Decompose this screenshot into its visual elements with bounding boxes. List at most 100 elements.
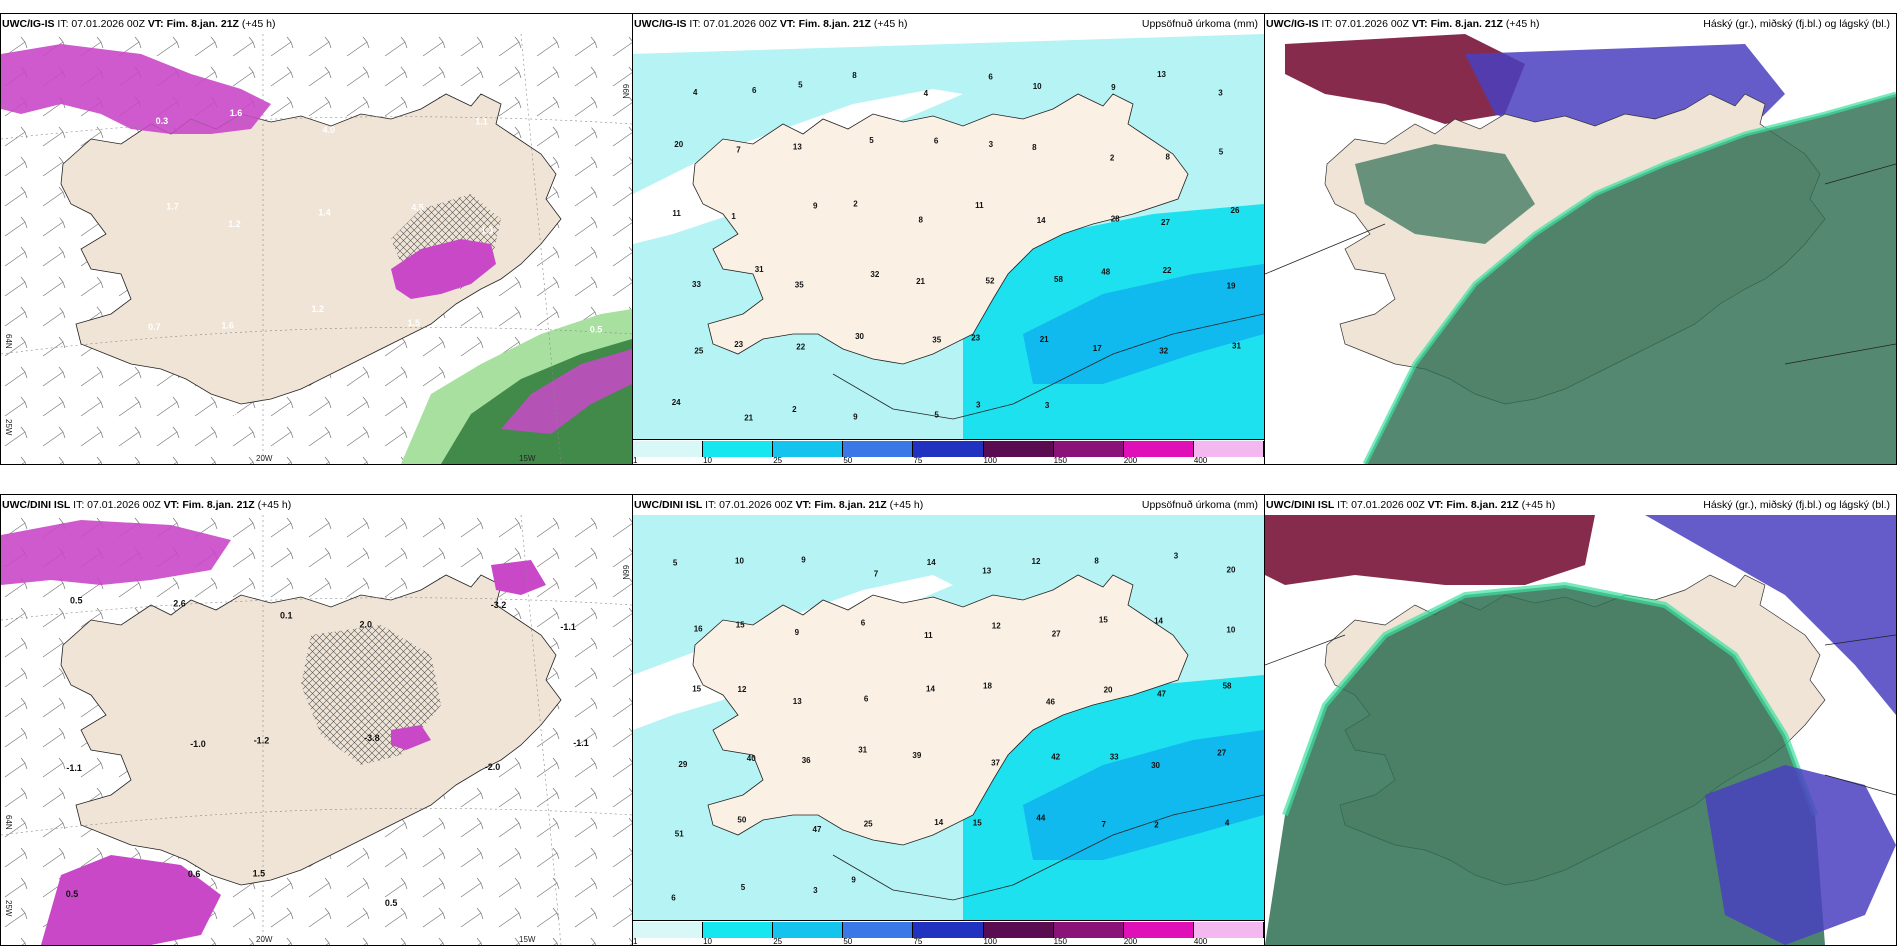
- map-value-label: 13: [1157, 70, 1166, 79]
- map-value-label: 58: [1054, 275, 1063, 284]
- lead-time: (+45 h): [1505, 18, 1540, 30]
- precip-heavy-field: [1023, 264, 1264, 384]
- map-value-label: -1.1: [560, 622, 576, 632]
- colorbar-tick: 50: [843, 937, 853, 946]
- init-time: IT: 07.01.2026 00Z: [689, 18, 777, 30]
- map-area[interactable]: 5 10 9 7 14 13 12 8 3 20 16 15 9 6 11 12 27 15 14 10 15 12 13 6…: [633, 515, 1264, 925]
- lead-time: (+45 h): [257, 499, 292, 511]
- map-area[interactable]: [1265, 34, 1896, 464]
- colorbar-swatch: [773, 922, 844, 938]
- map-value-label: 14: [927, 558, 936, 567]
- colorbar-swatch: [703, 441, 774, 457]
- map-value-label: 17: [1093, 344, 1102, 353]
- map-value-label: 10: [1033, 82, 1042, 91]
- map-value-label: 4.0: [323, 125, 336, 135]
- map-value-label: 20: [1227, 566, 1236, 575]
- map-area[interactable]: -1.7 0.3 1.6 4.0 2.0 1.1 2.6 0.6 1.7 1.2 1.4 4.5 1.3…: [1, 34, 632, 464]
- init-time: IT: 07.01.2026 00Z: [1321, 18, 1409, 30]
- map-area[interactable]: 0.5 2.6 0.1 2.0 -3.2 -1.1 -1.1 -1.0 -1.2 -3.8 -2.0…: [1, 515, 632, 945]
- map-value-label: 3: [976, 401, 981, 410]
- map-value-label: -1.7: [81, 117, 97, 127]
- colorbar-tick: 1: [633, 456, 638, 465]
- colorbar: 1 10 25 50 75 100 150 200 400: [633, 920, 1264, 945]
- precip-magenta-center: [391, 725, 431, 750]
- iceland-land: [692, 574, 1189, 846]
- map-area[interactable]: 4 6 5 8 4 6 10 9 13 3 20 7 13 5 6 3 8 2 8 5 11 1 9 2 8 11 14 28 27 26…: [633, 34, 1264, 444]
- panel-header: UWC/DINI ISL IT: 07.01.2026 00Z VT: Fim.…: [1265, 495, 1896, 515]
- map-value-label: 22: [1163, 266, 1172, 275]
- precip-magenta-center: [391, 239, 496, 299]
- map-value-label: 0.6: [49, 211, 62, 221]
- colorbar-tick: 10: [703, 456, 713, 465]
- panel-top-left-temperature-wind: UWC/IG-IS IT: 07.01.2026 00Z VT: Fim. 8.…: [0, 13, 633, 465]
- colorbar-tick: 50: [843, 456, 853, 465]
- colorbar-swatch: [1193, 441, 1264, 457]
- colorbar-tick: 25: [773, 937, 783, 946]
- map-value-label: 58: [1223, 681, 1232, 690]
- colorbar-swatch: [1053, 922, 1124, 938]
- colorbar-swatch: [1193, 922, 1264, 938]
- map-value-label: 15: [692, 684, 701, 693]
- model-name: UWC/DINI ISL: [634, 499, 703, 511]
- map-value-label: 0.5: [590, 325, 603, 335]
- cloud-high-dome: [1265, 585, 1825, 945]
- map-value-label: 28: [1111, 214, 1120, 223]
- map-value-label: 0.5: [385, 898, 398, 908]
- iceland-land: [692, 93, 1189, 365]
- map-value-label: 3: [989, 140, 994, 149]
- map-value-label: 1.2: [312, 304, 325, 314]
- panel-top-right-clouds: UWC/IG-IS IT: 07.01.2026 00Z VT: Fim. 8.…: [1264, 13, 1897, 465]
- map-value-label: 8: [919, 216, 924, 225]
- projection-lines: [1265, 163, 1896, 365]
- colorbar-tick: 100: [983, 456, 997, 465]
- map-value-label: -1.2: [254, 736, 270, 746]
- map-value-label: 47: [1157, 690, 1166, 699]
- map-value-label: 42: [1051, 753, 1060, 762]
- map-area[interactable]: [1265, 515, 1896, 945]
- map-value-label: 6: [671, 893, 676, 902]
- model-name: UWC/DINI ISL: [2, 499, 71, 511]
- map-svg: [1265, 515, 1896, 945]
- map-value-label: 15: [736, 621, 745, 630]
- map-value-label: 4: [1225, 819, 1230, 828]
- map-value-label: 31: [858, 746, 867, 755]
- map-value-label: 9: [813, 201, 818, 210]
- iceland-land: [60, 93, 562, 405]
- colorbar-swatch: [843, 441, 914, 457]
- map-value-label: 7: [874, 570, 879, 579]
- cloud-high-band: [1365, 94, 1896, 464]
- map-value-label: 4: [693, 88, 698, 97]
- panel-header: UWC/IG-IS IT: 07.01.2026 00Z VT: Fim. 8.…: [1, 14, 632, 34]
- cloud-low: [1285, 34, 1525, 124]
- panel-title: Háský (gr.), miðský (fj.bl.) og lágský (…: [1703, 18, 1890, 30]
- map-value-label: 12: [1032, 557, 1041, 566]
- map-value-label: 26: [1231, 206, 1240, 215]
- map-value-label: 7: [736, 146, 741, 155]
- valid-time: Fim. 8.jan. 21Z: [1430, 18, 1503, 30]
- map-value-label: 12: [992, 621, 1001, 630]
- map-value-label: 29: [678, 760, 687, 769]
- map-value-label: 46: [1046, 698, 1055, 707]
- panel-top-middle-precipitation: UWC/IG-IS IT: 07.01.2026 00Z VT: Fim. 8.…: [632, 13, 1265, 465]
- colorbar-tick: 1: [633, 937, 638, 946]
- map-value-label: 21: [744, 413, 753, 422]
- map-value-label: 2.0: [360, 620, 373, 630]
- map-value-label: 9: [851, 876, 856, 885]
- map-value-label: 32: [1159, 347, 1168, 356]
- lon-label-20w: 20W: [256, 935, 273, 944]
- map-value-label: 18: [983, 681, 992, 690]
- map-value-label: 16: [694, 624, 703, 633]
- map-value-label: 3.8: [56, 300, 69, 310]
- map-value-label: 35: [795, 280, 804, 289]
- map-value-label: 21: [1040, 335, 1049, 344]
- map-value-label: 11: [924, 631, 933, 640]
- projection-lines: [1265, 634, 1896, 796]
- colorbar-swatch: [633, 441, 704, 457]
- valid-time: Fim. 8.jan. 21Z: [182, 499, 255, 511]
- map-value-label: 35: [932, 336, 941, 345]
- map-value-label: 2.6: [579, 122, 592, 132]
- map-value-label: 33: [692, 280, 701, 289]
- colorbar-tick: 150: [1053, 937, 1068, 946]
- cloud-mid: [1645, 515, 1896, 715]
- map-value-label: 33: [1110, 753, 1119, 762]
